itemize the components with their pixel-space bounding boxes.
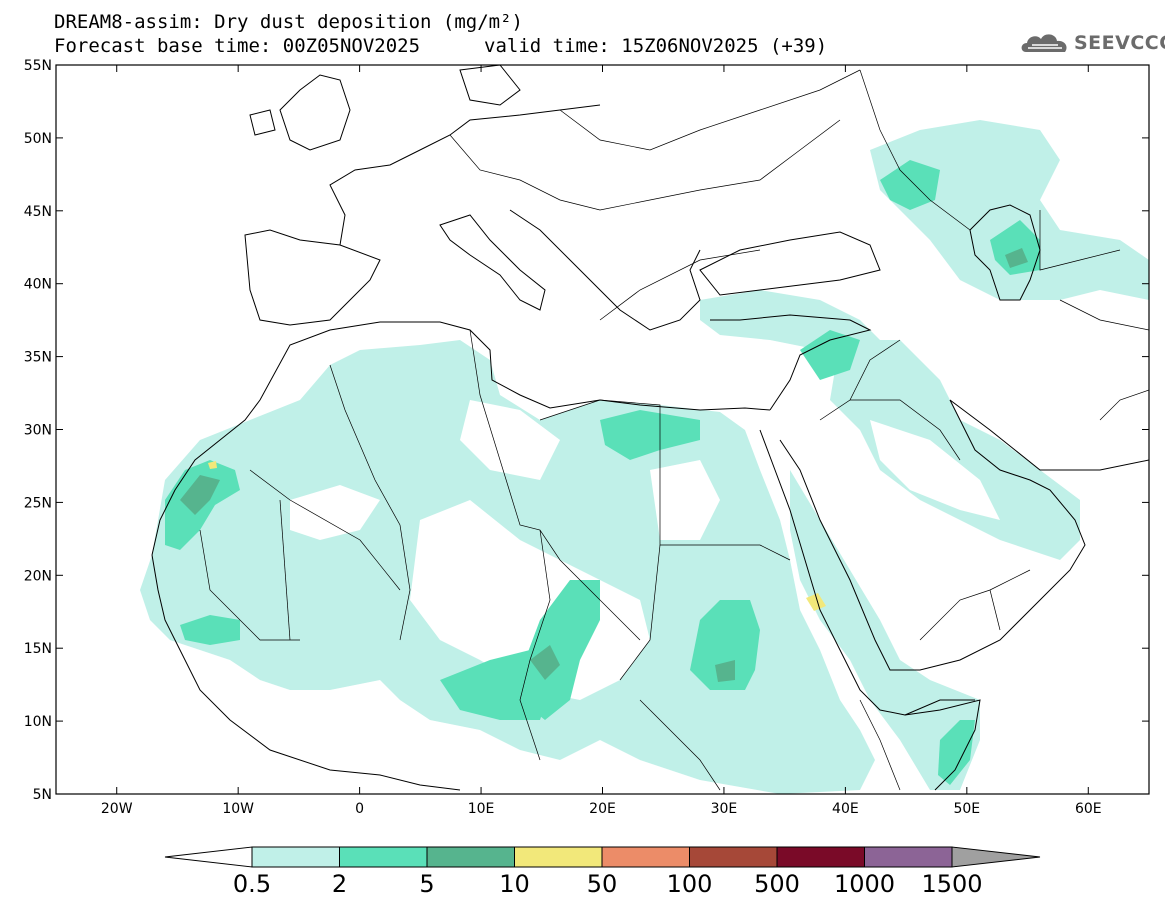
lat-tick-label: 50N <box>24 131 52 147</box>
lat-tick-label: 20N <box>24 568 52 584</box>
axis-ticks: 20W 10W 0 10E 20E 30E 40E 50E 60E 55N 50N 45N 40N 35N… <box>24 58 1149 817</box>
colorbar-box <box>251 846 340 868</box>
lon-tick-label: 60E <box>1075 801 1102 817</box>
lon-tick-label: 20E <box>589 801 616 817</box>
colorbar-label: 10 <box>499 870 530 898</box>
lon-tick-label: 40E <box>832 801 859 817</box>
lon-tick-label: 30E <box>711 801 738 817</box>
lon-tick-label: 50E <box>953 801 980 817</box>
colorbar-label: 500 <box>754 870 800 898</box>
cloud-icon <box>1021 34 1067 52</box>
colorbar <box>164 846 1041 868</box>
map-title: DREAM8-assim: Dry dust deposition (mg/m²… <box>54 11 523 33</box>
lat-tick-label: 15N <box>24 641 52 657</box>
colorbar-low-triangle <box>164 846 253 868</box>
colorbar-box <box>514 846 603 868</box>
forecast-base-time: Forecast base time: 00Z05NOV2025 <box>54 35 421 57</box>
lat-tick-label: 45N <box>24 204 52 220</box>
lat-tick-label: 55N <box>24 58 52 74</box>
colorbar-box <box>776 846 865 868</box>
lat-tick-label: 30N <box>24 423 52 439</box>
lat-tick-label: 10N <box>24 714 52 730</box>
colorbar-label: 50 <box>586 870 618 898</box>
seevccc-logo: SEEVCCC <box>1018 28 1165 58</box>
colorbar-label: 2 <box>331 870 348 898</box>
colorbar-label: 1500 <box>921 870 983 898</box>
colorbar-box <box>864 846 953 868</box>
lat-tick-label: 5N <box>33 787 52 803</box>
colorbar-box <box>339 846 428 868</box>
colorbar-high-triangle <box>951 846 1041 868</box>
lon-tick-label: 20W <box>101 801 133 817</box>
colorbar-label: 0.5 <box>232 870 272 898</box>
colorbar-label: 100 <box>666 870 713 898</box>
logo-text: SEEVCCC <box>1074 32 1165 54</box>
colorbar-label: 5 <box>419 870 435 898</box>
valid-time: valid time: 15Z06NOV2025 (+39) <box>484 35 828 57</box>
lat-tick-label: 40N <box>24 277 52 293</box>
lon-tick-label: 10W <box>222 801 254 817</box>
lat-tick-label: 25N <box>24 495 52 511</box>
borders <box>199 69 1149 791</box>
dust-shading <box>140 120 1149 794</box>
colorbar-label: 1000 <box>833 870 896 898</box>
lon-tick-label: 0 <box>355 801 364 817</box>
coastlines <box>151 65 1149 791</box>
colorbar-box <box>689 846 778 868</box>
lon-tick-label: 10E <box>468 801 495 817</box>
colorbar-box <box>426 846 515 868</box>
colorbar-box <box>601 846 690 868</box>
lat-tick-label: 35N <box>24 350 52 366</box>
